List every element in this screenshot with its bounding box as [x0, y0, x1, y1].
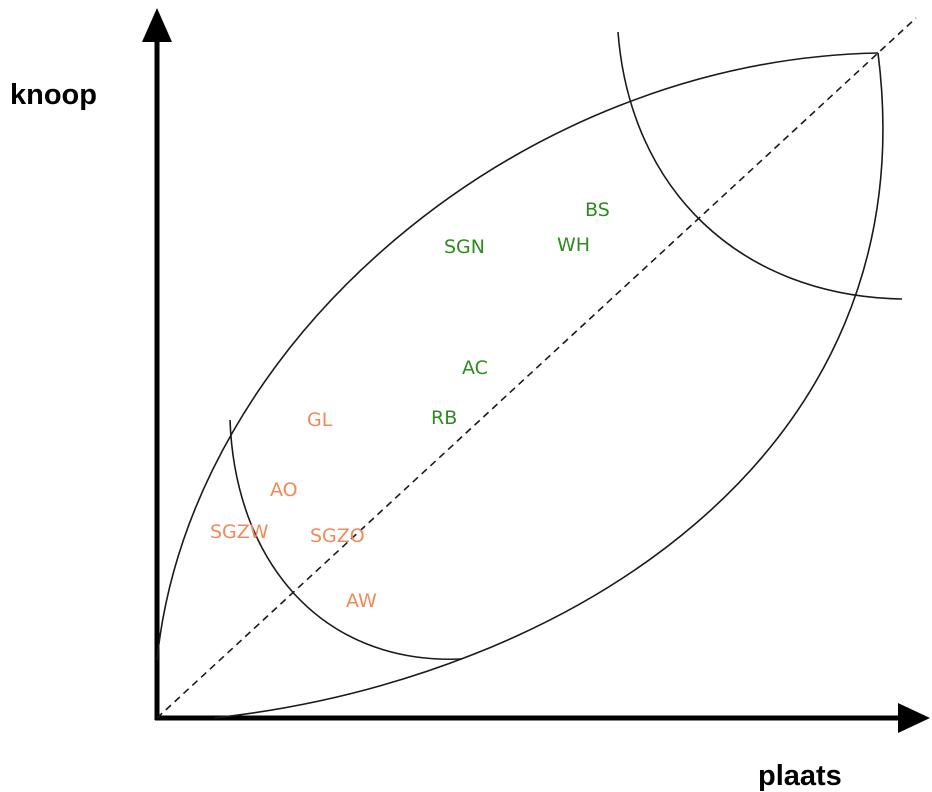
lens-lower-boundary: [213, 52, 884, 719]
y-axis-arrowhead: [142, 8, 172, 42]
label-ao: AO: [270, 479, 298, 501]
label-rb: RB: [431, 407, 457, 429]
label-gl: GL: [307, 409, 333, 431]
upper-right-arc: [617, 31, 903, 300]
y-axis-label: knoop: [10, 79, 97, 111]
diagonal-dashed-line: [156, 17, 917, 719]
lens-upper-boundary: [156, 52, 879, 661]
label-sgzw: SGZW: [210, 521, 269, 543]
label-bs: BS: [585, 199, 610, 221]
label-sgn: SGN: [444, 236, 485, 258]
label-sgzo: SGZO: [310, 525, 365, 547]
lower-left-arc: [229, 419, 463, 660]
label-ac: AC: [462, 357, 488, 379]
label-aw: AW: [346, 590, 377, 612]
x-axis-label: plaats: [758, 760, 842, 792]
x-axis-arrowhead: [898, 703, 930, 733]
label-wh: WH: [557, 234, 590, 256]
